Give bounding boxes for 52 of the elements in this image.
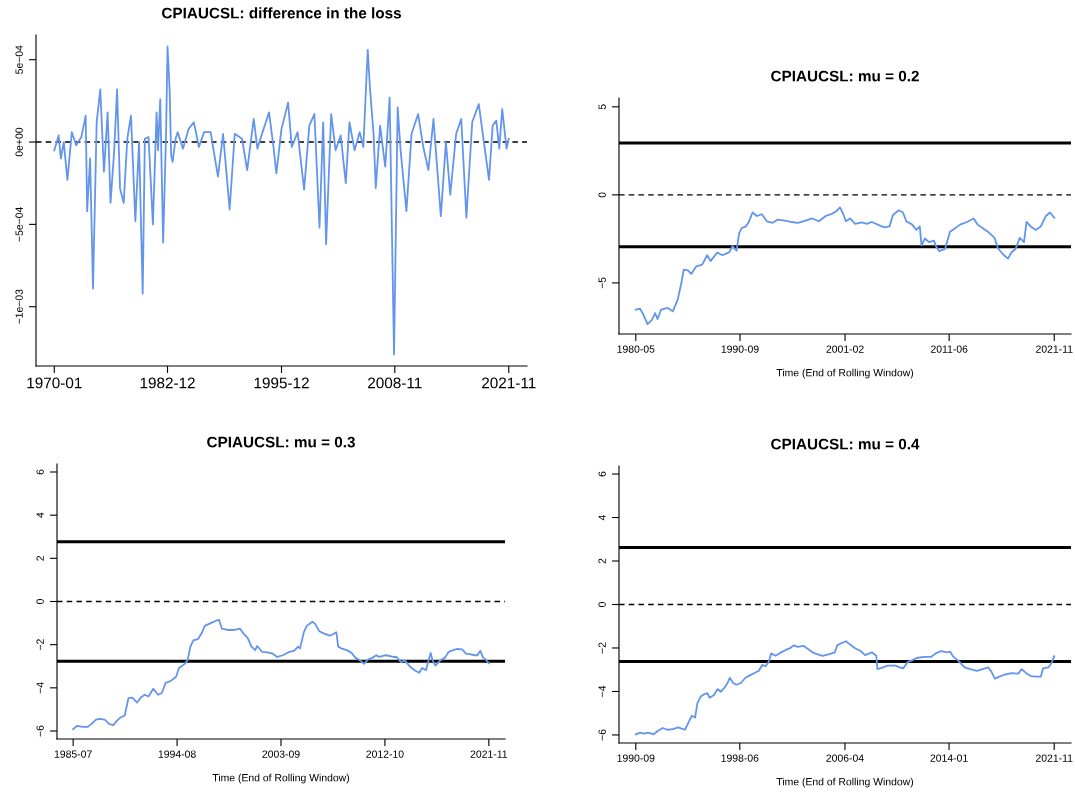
line-series [72, 618, 490, 731]
x-tick-label: 1970-01 [27, 377, 82, 389]
y-tick-label: 0 [598, 192, 606, 198]
line-series [634, 640, 1056, 736]
y-tick-label: −4 [36, 682, 44, 694]
y-tick-label: 4 [36, 512, 44, 518]
x-tick-label: 2021-11 [1036, 754, 1073, 762]
y-tick-label: 6 [36, 469, 44, 475]
y-tick-label: −5e−04 [15, 207, 23, 242]
x-tick-label: 2001-02 [826, 345, 864, 353]
y-tick-label: 0e+00 [15, 127, 23, 157]
y-tick-label: 2 [598, 558, 606, 564]
y-tick-label: 0 [598, 602, 606, 607]
x-tick-label: 2012-10 [366, 750, 404, 758]
x-tick-label: 2003-09 [262, 750, 300, 758]
x-tick-label: 1995-12 [254, 377, 309, 389]
y-tick-label: 6 [598, 471, 606, 477]
y-tick-label: −6 [598, 729, 606, 741]
x-axis-title: Time (End of Rolling Window) [212, 773, 350, 784]
y-tick-label: −4 [598, 685, 606, 697]
y-tick-label: 5e−04 [15, 45, 23, 74]
y-tick-label: 5 [598, 104, 606, 110]
y-tick-label: −6 [36, 725, 44, 737]
y-tick-label: 4 [598, 514, 606, 521]
x-tick-label: 2021-11 [1036, 345, 1073, 353]
line-series [634, 206, 1056, 326]
y-tick-label: −1e−03 [15, 289, 23, 324]
x-tick-label: 2021-11 [482, 377, 536, 389]
x-tick-label: 1985-07 [54, 750, 92, 758]
x-tick-label: 1994-08 [158, 750, 196, 758]
y-tick-label: −2 [598, 642, 606, 654]
y-tick-label: −2 [36, 639, 44, 651]
y-tick-label: 2 [36, 555, 44, 561]
line-series [53, 45, 510, 356]
x-axis-title: Time (End of Rolling Window) [776, 777, 914, 788]
chart-title: CPIAUCSL: mu = 0.2 [771, 70, 919, 82]
x-tick-label: 1990-09 [617, 754, 655, 762]
x-tick-label: 2021-11 [470, 750, 508, 758]
x-tick-label: 1990-09 [721, 345, 759, 353]
x-tick-label: 1998-06 [721, 754, 759, 762]
x-tick-label: 1980-05 [617, 345, 655, 353]
x-tick-label: 2008-11 [368, 377, 422, 389]
chart-title: CPIAUCSL: mu = 0.4 [771, 438, 920, 450]
x-tick-label: 2006-04 [826, 754, 864, 762]
x-tick-label: 1982-12 [140, 377, 195, 389]
chart-title: CPIAUCSL: difference in the loss [162, 7, 401, 19]
chart-title: CPIAUCSL: mu = 0.3 [207, 436, 355, 448]
x-axis-title: Time (End of Rolling Window) [776, 368, 914, 379]
y-tick-label: 0 [36, 599, 44, 604]
x-tick-label: 2011-06 [930, 345, 968, 353]
x-tick-label: 2014-01 [930, 754, 968, 762]
y-tick-label: −5 [598, 277, 606, 289]
